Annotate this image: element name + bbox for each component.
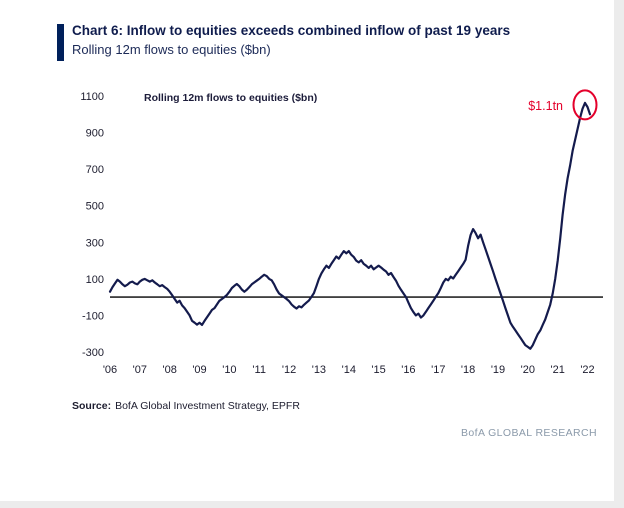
y-axis-tick-label: 900 — [86, 128, 104, 140]
plot-inner-title: Rolling 12m flows to equities ($bn) — [144, 92, 318, 104]
x-axis-tick-label: '19 — [491, 364, 505, 376]
x-axis-tick-label: '22 — [580, 364, 594, 376]
x-axis-tick-label: '12 — [282, 364, 296, 376]
x-axis-tick-label: '10 — [222, 364, 236, 376]
x-axis-tick-label: '17 — [431, 364, 445, 376]
chart-header: Chart 6: Inflow to equities exceeds comb… — [72, 21, 612, 59]
x-axis-tick-label: '13 — [312, 364, 326, 376]
y-axis-tick-label: -100 — [82, 310, 104, 322]
x-axis-tick-label: '14 — [342, 364, 356, 376]
y-axis-tick-label: -300 — [82, 347, 104, 359]
chart-area: 1100 900 700 500 300 100 -100 -300 '06 '07 '08 '09 '… — [60, 84, 610, 386]
peak-annotation-label: $1.1tn — [528, 99, 563, 113]
x-axis-tick-label: '09 — [192, 364, 206, 376]
source-text: BofA Global Investment Strategy, EPFR — [115, 400, 300, 412]
footer-brand: BofA GLOBAL RESEARCH — [461, 427, 597, 439]
chart-subtitle: Rolling 12m flows to equities ($bn) — [72, 42, 271, 57]
y-axis-tick-label: 300 — [86, 237, 104, 249]
source-row: Source: BofA Global Investment Strategy, … — [72, 400, 300, 412]
x-axis-tick-label: '20 — [521, 364, 535, 376]
peak-circle-icon — [572, 89, 598, 121]
series-line — [108, 101, 592, 350]
source-label: Source: — [72, 400, 112, 412]
chart-title: Chart 6: Inflow to equities exceeds comb… — [72, 23, 511, 38]
y-axis-tick-label: 100 — [86, 274, 104, 286]
x-axis-tick-label: '06 — [103, 364, 117, 376]
x-axis-tick-label: '11 — [252, 364, 266, 376]
x-axis-tick-label: '15 — [371, 364, 385, 376]
y-axis-tick-label: 1100 — [80, 91, 104, 103]
x-axis-tick-label: '21 — [551, 364, 565, 376]
page-edge-bottom — [0, 501, 624, 508]
x-axis-tick-label: '08 — [163, 364, 177, 376]
y-axis-tick-label: 500 — [86, 201, 104, 213]
y-axis-tick-label: 700 — [86, 164, 104, 176]
title-accent-bar — [57, 24, 64, 61]
x-axis-tick-label: '18 — [461, 364, 475, 376]
line-chart-svg: 1100 900 700 500 300 100 -100 -300 '06 '07 '08 '09 '… — [80, 89, 603, 376]
x-axis-tick-label: '07 — [133, 364, 147, 376]
page-edge-right — [614, 0, 624, 508]
x-axis-tick-label: '16 — [401, 364, 415, 376]
